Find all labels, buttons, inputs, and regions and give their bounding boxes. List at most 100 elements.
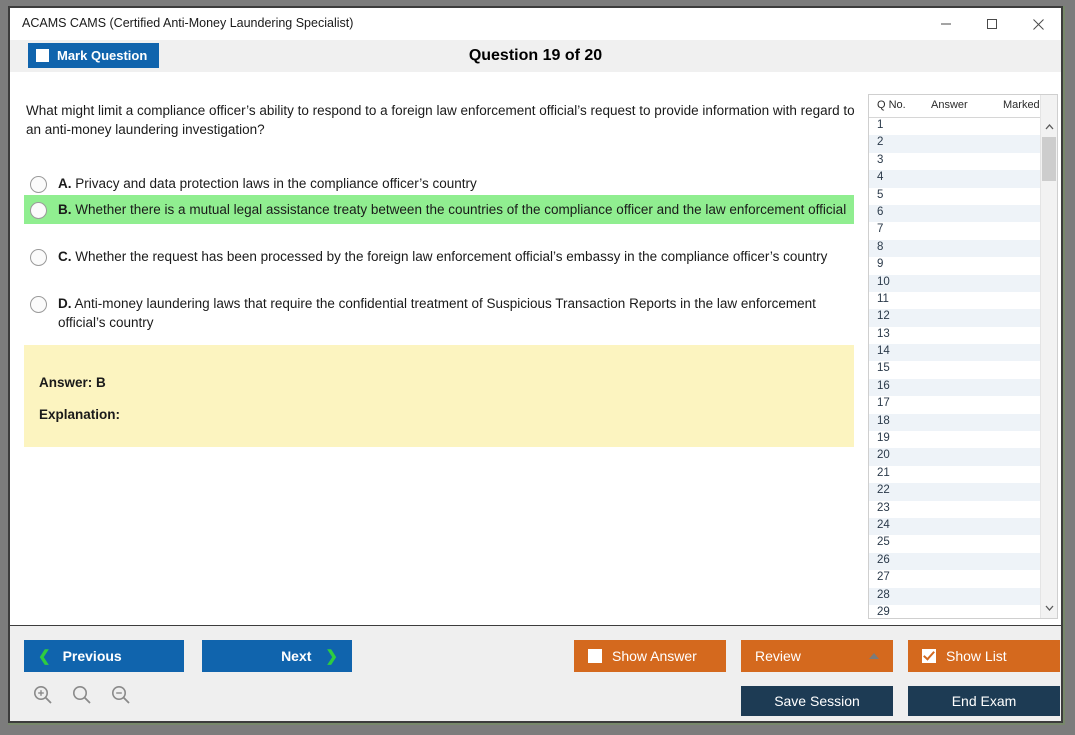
zoom-in-icon[interactable]: [32, 684, 54, 706]
show-answer-button[interactable]: Show Answer: [574, 640, 726, 672]
radio-icon[interactable]: [30, 202, 47, 219]
close-icon[interactable]: [1015, 8, 1061, 40]
show-list-button[interactable]: Show List: [908, 640, 1060, 672]
question-list-row[interactable]: 8: [869, 239, 1041, 258]
column-header-answer: Answer: [931, 99, 968, 111]
scroll-down-icon[interactable]: [1041, 599, 1057, 616]
previous-button[interactable]: ❮ Previous: [24, 640, 184, 672]
question-list-row-number: 14: [877, 345, 890, 358]
question-text: What might limit a compliance officer’s …: [26, 103, 855, 138]
end-exam-button[interactable]: End Exam: [908, 686, 1060, 716]
question-list-row[interactable]: 23: [869, 500, 1041, 518]
question-list-row[interactable]: 4: [869, 170, 1041, 188]
scrollbar-thumb[interactable]: [1042, 137, 1056, 181]
radio-icon[interactable]: [30, 249, 47, 266]
question-list-row[interactable]: 14: [869, 344, 1041, 362]
question-list-row-number: 21: [877, 466, 890, 479]
minimize-icon[interactable]: [923, 8, 969, 40]
question-list-row-number: 4: [877, 171, 884, 184]
window-edge-bottom: [8, 723, 1065, 725]
question-list-row-number: 20: [877, 449, 890, 462]
zoom-controls: [32, 684, 132, 706]
question-list-row-number: 5: [877, 188, 884, 201]
question-list-row-number: 28: [877, 588, 890, 601]
question-list-row-number: 12: [877, 310, 890, 323]
question-list-row[interactable]: 20: [869, 448, 1041, 466]
question-list-row-number: 17: [877, 397, 890, 410]
question-list-row[interactable]: 27: [869, 570, 1041, 588]
question-list-row-number: 29: [877, 605, 890, 618]
save-session-button[interactable]: Save Session: [741, 686, 893, 716]
answer-option-d[interactable]: D. Anti-money laundering laws that requi…: [24, 289, 854, 337]
mark-question-checkbox-icon[interactable]: [36, 49, 49, 62]
show-list-checkbox-icon[interactable]: [922, 649, 936, 663]
question-list-row-number: 6: [877, 205, 884, 218]
question-list-row-number: 13: [877, 327, 890, 340]
question-list-body[interactable]: 1 2 3 4 5 6 7 8 9 10 11 12 13 14 15 16 17 18 19 20 21 22 23 24 2…: [869, 118, 1041, 618]
question-list-row[interactable]: 16: [869, 378, 1041, 397]
answer-option-c[interactable]: C. Whether the request has been processe…: [24, 242, 854, 271]
scroll-up-icon[interactable]: [1041, 118, 1057, 135]
answer-option-a[interactable]: A. Privacy and data protection laws in t…: [24, 169, 854, 198]
answer-option-b-text: B. Whether there is a mutual legal assis…: [58, 202, 847, 217]
question-list-row[interactable]: 24: [869, 517, 1041, 536]
question-list-row-number: 7: [877, 223, 884, 236]
question-list-row[interactable]: 15: [869, 361, 1041, 379]
column-header-qno: Q No.: [877, 99, 906, 111]
question-list-row[interactable]: 7: [869, 222, 1041, 240]
chevron-up-icon[interactable]: [869, 653, 879, 659]
question-list-row-number: 8: [877, 240, 884, 253]
question-list-row-number: 3: [877, 153, 884, 166]
radio-icon[interactable]: [30, 296, 47, 313]
question-list-row-number: 25: [877, 536, 890, 549]
question-list-scrollbar[interactable]: [1040, 95, 1057, 618]
next-button[interactable]: Next ❯: [202, 640, 352, 672]
answer-option-c-text: C. Whether the request has been processe…: [58, 249, 828, 264]
question-list-row[interactable]: 1: [869, 118, 1041, 136]
question-list-row[interactable]: 13: [869, 326, 1041, 345]
answer-value: Answer: B: [39, 375, 106, 390]
end-exam-label: End Exam: [951, 693, 1017, 709]
main-content: What might limit a compliance officer’s …: [10, 72, 1061, 625]
maximize-icon[interactable]: [969, 8, 1015, 40]
question-list-row[interactable]: 19: [869, 431, 1041, 449]
question-list-row[interactable]: 11: [869, 291, 1041, 310]
radio-icon[interactable]: [30, 176, 47, 193]
answer-option-b[interactable]: B. Whether there is a mutual legal assis…: [24, 195, 854, 225]
window-edge-right: [1063, 6, 1065, 725]
question-list-row[interactable]: 9: [869, 257, 1041, 275]
question-list-row[interactable]: 29: [869, 604, 1041, 618]
question-list-row[interactable]: 21: [869, 465, 1041, 484]
answer-option-d-text: D. Anti-money laundering laws that requi…: [58, 296, 816, 331]
question-list-row[interactable]: 3: [869, 152, 1041, 171]
previous-button-label: Previous: [62, 648, 122, 664]
question-list-row[interactable]: 17: [869, 396, 1041, 414]
mark-question-button[interactable]: Mark Question: [28, 43, 160, 68]
next-button-label: Next: [281, 648, 312, 664]
question-list-row[interactable]: 5: [869, 187, 1041, 205]
question-list-row[interactable]: 2: [869, 135, 1041, 153]
review-dropdown-label: Review: [755, 648, 801, 664]
question-list-row[interactable]: 12: [869, 309, 1041, 327]
question-list-panel: Q No. Answer Marked 1 2 3 4 5 6 7 8 9 10 11 12 13 14 1…: [868, 94, 1058, 619]
question-list-row[interactable]: 28: [869, 587, 1041, 605]
question-list-row[interactable]: 25: [869, 535, 1041, 553]
question-list-row[interactable]: 22: [869, 483, 1041, 501]
exam-window: ACAMS CAMS (Certified Anti-Money Launder…: [8, 6, 1063, 723]
question-list-row[interactable]: 26: [869, 552, 1041, 571]
column-header-marked: Marked: [1003, 99, 1040, 111]
zoom-reset-icon[interactable]: [71, 684, 93, 706]
toolbar-band: Mark Question: [10, 40, 1061, 72]
footer-divider: [10, 625, 1061, 626]
window-controls: [923, 8, 1061, 40]
question-list-row[interactable]: 6: [869, 204, 1041, 223]
question-panel: What might limit a compliance officer’s …: [16, 72, 861, 625]
question-list-row[interactable]: 18: [869, 413, 1041, 432]
question-list-row-number: 9: [877, 258, 884, 271]
question-list-row[interactable]: 10: [869, 274, 1041, 292]
review-dropdown[interactable]: Review: [741, 640, 893, 672]
chevron-right-icon: ❯: [325, 648, 338, 665]
zoom-out-icon[interactable]: [110, 684, 132, 706]
show-answer-checkbox-icon[interactable]: [588, 649, 602, 663]
